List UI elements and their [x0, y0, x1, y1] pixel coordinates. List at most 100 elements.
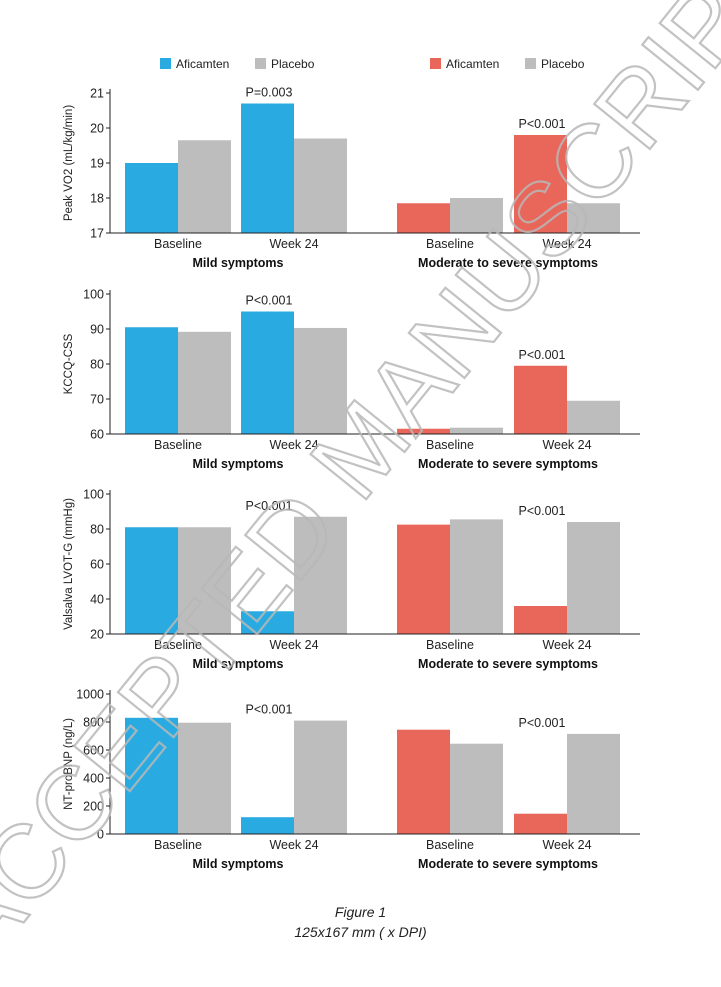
- x-tick-label: Baseline: [154, 838, 202, 852]
- bar-placebo: [178, 140, 231, 233]
- y-axis-label: NT-proBNP (ng/L): [63, 718, 75, 810]
- bar-aficamten: [514, 135, 567, 233]
- y-tick-label: 600: [83, 744, 104, 758]
- bar-aficamten: [125, 163, 178, 233]
- x-tick-label: Week 24: [269, 838, 318, 852]
- y-tick-label: 1000: [76, 688, 104, 702]
- x-tick-label: Week 24: [269, 237, 318, 251]
- group-label: Moderate to severe symptoms: [418, 857, 598, 871]
- group-label: Moderate to severe symptoms: [418, 657, 598, 671]
- p-value-annotation: P<0.001: [519, 348, 566, 362]
- p-value-annotation: P<0.001: [246, 499, 293, 513]
- legend-swatch: [255, 58, 266, 69]
- bar-placebo: [567, 522, 620, 634]
- bar-placebo: [294, 516, 347, 634]
- bar-placebo: [178, 331, 231, 434]
- legend-label: Placebo: [271, 57, 315, 71]
- y-tick-label: 0: [97, 828, 104, 842]
- bar-aficamten: [397, 203, 450, 233]
- x-tick-label: Baseline: [426, 838, 474, 852]
- y-tick-label: 400: [83, 772, 104, 786]
- bar-placebo: [294, 720, 347, 834]
- group-label: Moderate to severe symptoms: [418, 256, 598, 270]
- p-value-annotation: P<0.001: [246, 703, 293, 717]
- bar-placebo: [178, 527, 231, 634]
- bar-aficamten: [125, 717, 178, 834]
- y-tick-label: 40: [90, 593, 104, 607]
- legend-label: Aficamten: [446, 57, 499, 71]
- y-tick-label: 100: [83, 288, 104, 302]
- x-tick-label: Baseline: [426, 638, 474, 652]
- bar-placebo: [450, 198, 503, 233]
- y-tick-label: 21: [90, 87, 104, 101]
- legend-swatch: [160, 58, 171, 69]
- x-tick-label: Baseline: [426, 438, 474, 452]
- bar-aficamten: [241, 311, 294, 434]
- bar-aficamten: [397, 524, 450, 634]
- bar-aficamten: [397, 729, 450, 834]
- group-label: Moderate to severe symptoms: [418, 457, 598, 471]
- x-tick-label: Week 24: [542, 438, 591, 452]
- y-tick-label: 100: [83, 488, 104, 502]
- bar-aficamten: [241, 103, 294, 233]
- p-value-annotation: P<0.001: [519, 716, 566, 730]
- x-tick-label: Week 24: [542, 838, 591, 852]
- legend-swatch: [430, 58, 441, 69]
- x-tick-label: Week 24: [269, 638, 318, 652]
- y-tick-label: 20: [90, 628, 104, 642]
- y-tick-label: 20: [90, 122, 104, 136]
- legend-swatch: [525, 58, 536, 69]
- bar-placebo: [294, 138, 347, 233]
- y-tick-label: 90: [90, 323, 104, 337]
- x-tick-label: Baseline: [426, 237, 474, 251]
- y-tick-label: 19: [90, 157, 104, 171]
- bar-aficamten: [125, 527, 178, 634]
- bar-placebo: [567, 203, 620, 233]
- y-axis-label: Valsalva LVOT-G (mmHg): [63, 498, 75, 630]
- y-tick-label: 80: [90, 523, 104, 537]
- p-value-annotation: P<0.001: [246, 294, 293, 308]
- bar-placebo: [450, 519, 503, 634]
- figure-chart: Aficamten Placebo Aficamten Placebo 17 18 19 20…: [63, 57, 640, 871]
- x-tick-label: Baseline: [154, 438, 202, 452]
- legend-label: Aficamten: [176, 57, 229, 71]
- bar-aficamten: [241, 817, 294, 834]
- y-tick-label: 60: [90, 428, 104, 442]
- bar-placebo: [567, 733, 620, 834]
- bar-placebo: [178, 722, 231, 834]
- bar-aficamten: [241, 611, 294, 634]
- bar-aficamten: [514, 365, 567, 434]
- bar-aficamten: [397, 428, 450, 434]
- x-tick-label: Week 24: [269, 438, 318, 452]
- p-value-annotation: P=0.003: [246, 86, 293, 100]
- y-axis-label: KCCQ-CSS: [63, 333, 75, 394]
- bar-placebo: [567, 400, 620, 434]
- legend-label: Placebo: [541, 57, 585, 71]
- y-tick-label: 200: [83, 800, 104, 814]
- bar-aficamten: [125, 327, 178, 434]
- x-tick-label: Baseline: [154, 638, 202, 652]
- figure-caption: Figure 1 125x167 mm ( x DPI): [0, 902, 721, 942]
- group-label: Mild symptoms: [193, 657, 284, 671]
- x-tick-label: Baseline: [154, 237, 202, 251]
- caption-title: Figure 1: [334, 904, 387, 920]
- bar-aficamten: [514, 813, 567, 834]
- y-tick-label: 60: [90, 558, 104, 572]
- bar-aficamten: [514, 606, 567, 634]
- p-value-annotation: P<0.001: [519, 117, 566, 131]
- x-tick-label: Week 24: [542, 638, 591, 652]
- y-tick-label: 80: [90, 358, 104, 372]
- y-axis-label: Peak VO2 (mL/kg/min): [63, 105, 75, 221]
- bar-placebo: [450, 427, 503, 434]
- y-tick-label: 800: [83, 716, 104, 730]
- group-label: Mild symptoms: [193, 457, 284, 471]
- group-label: Mild symptoms: [193, 256, 284, 270]
- bar-placebo: [450, 743, 503, 834]
- bar-placebo: [294, 327, 347, 434]
- p-value-annotation: P<0.001: [519, 504, 566, 518]
- y-tick-label: 70: [90, 393, 104, 407]
- y-tick-label: 18: [90, 192, 104, 206]
- x-tick-label: Week 24: [542, 237, 591, 251]
- caption-subtitle: 125x167 mm ( x DPI): [294, 924, 427, 940]
- y-tick-label: 17: [90, 227, 104, 241]
